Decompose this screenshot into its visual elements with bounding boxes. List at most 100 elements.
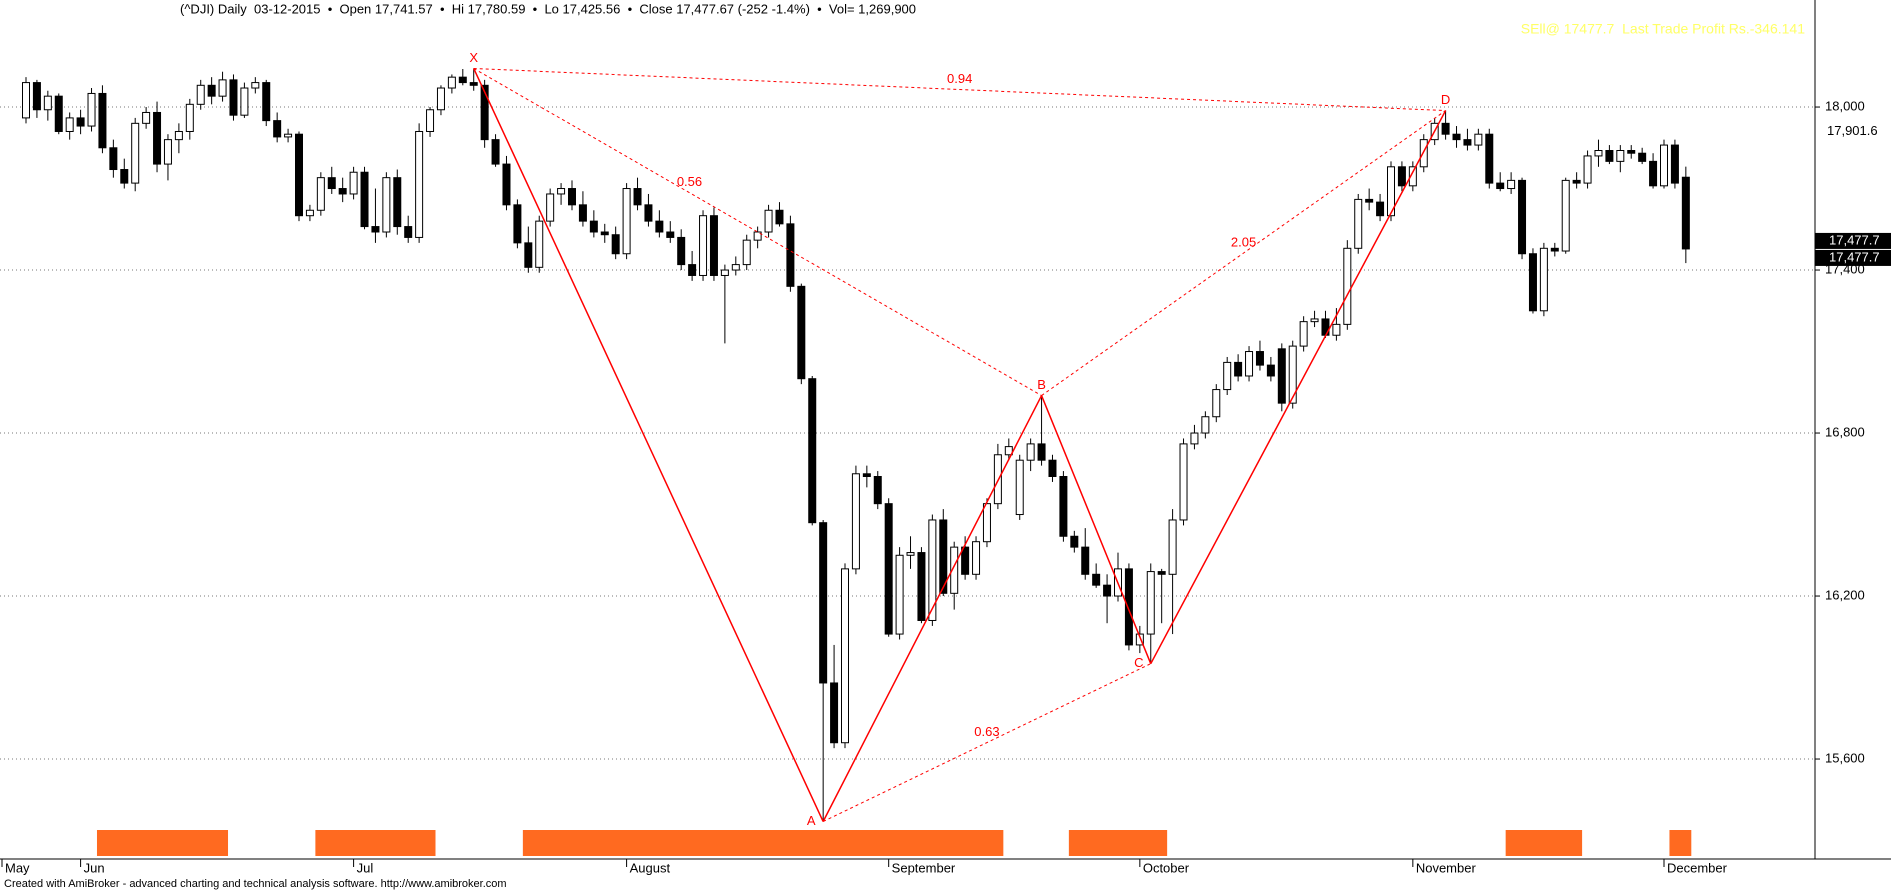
pattern-point-label: B (1037, 377, 1046, 392)
x-tick-label: October (1143, 860, 1190, 875)
candle-body (1397, 166, 1406, 187)
candle-body (819, 522, 828, 684)
pattern-point-label: X (469, 50, 478, 65)
candle-body (972, 541, 981, 575)
candle-body (841, 568, 849, 744)
candle-body (76, 117, 85, 127)
candle-body (851, 473, 860, 570)
candle-body (1146, 571, 1155, 635)
candle-body (633, 188, 642, 206)
candle-body (513, 204, 522, 244)
pattern-leg (1040, 395, 1152, 664)
candle-body (32, 82, 41, 111)
x-tick-label: May (5, 860, 30, 875)
candle-body (742, 239, 751, 266)
pattern-point-label: A (807, 813, 816, 828)
candle-body (1124, 568, 1133, 646)
x-tick-label: December (1667, 860, 1728, 875)
candle-body (458, 76, 467, 84)
candle-body (1343, 247, 1352, 325)
candle-body (961, 546, 970, 575)
candle-body (1539, 247, 1548, 312)
candle-body (1070, 535, 1079, 548)
pattern-ratio-line (1041, 110, 1446, 396)
candle-body (1376, 201, 1385, 217)
candle-body (469, 82, 478, 86)
signal-zone (315, 830, 436, 856)
candle-body (797, 285, 806, 380)
candle-body (1474, 133, 1483, 146)
candle-body (1485, 133, 1494, 184)
candle-body (1616, 150, 1625, 162)
pattern-ratio: 0.94 (947, 71, 972, 86)
candle-body (87, 92, 96, 127)
candle-body (1627, 150, 1636, 154)
pattern-ratio-line (822, 663, 1151, 822)
candle-body (240, 87, 249, 116)
candle-body (1015, 459, 1024, 516)
candle-body (43, 95, 52, 111)
candle-body (1507, 179, 1516, 190)
candle-body (709, 215, 718, 276)
candle-body (939, 519, 948, 594)
candle-body (153, 111, 162, 165)
signal-zone (1669, 830, 1692, 856)
candle-body (207, 84, 216, 97)
candle-body (98, 92, 107, 149)
candle-body (22, 82, 30, 119)
candle-body (1201, 416, 1210, 434)
candle-body (1245, 351, 1254, 377)
price-marker: 17,901.6 (1827, 123, 1878, 138)
candle-body (600, 231, 609, 236)
x-tick-label: August (630, 860, 671, 875)
candle-body (404, 226, 413, 238)
pattern-ratio: 0.56 (677, 174, 702, 189)
candle-body (1387, 166, 1395, 217)
candle-body (928, 519, 937, 621)
candle-body (131, 122, 140, 184)
candle-body (895, 554, 904, 635)
trade-annotation: SEll@ 17477.7 Last Trade Profit Rs.-346.… (1521, 21, 1805, 37)
candle-body (1365, 198, 1374, 203)
candle-body (109, 147, 118, 171)
candle-body (688, 264, 697, 276)
candle-body (1660, 144, 1668, 187)
candle-body (1594, 150, 1603, 157)
candle-body (666, 231, 675, 238)
candle-body (950, 546, 959, 594)
candle-body (1463, 139, 1472, 146)
x-tick-label: Jun (84, 860, 105, 875)
candle-body (1037, 443, 1046, 461)
candle-body (447, 76, 456, 89)
footer: Created with AmiBroker - advanced charti… (4, 878, 507, 890)
candle-body (1583, 155, 1592, 184)
pattern-leg (473, 68, 824, 822)
candle-body (982, 503, 991, 543)
signal-zone (1068, 830, 1168, 856)
candle-body (371, 226, 380, 233)
signal-zone (522, 830, 1004, 856)
candle-body (382, 177, 391, 233)
candle-body (1081, 546, 1090, 575)
x-tick-label: September (892, 860, 956, 875)
candle-body (163, 139, 172, 165)
pattern-point-label: C (1134, 655, 1143, 670)
candle-body (1234, 361, 1243, 377)
candle-body (808, 378, 817, 524)
candle-body (1572, 179, 1581, 184)
candle-body (327, 177, 336, 190)
candle-body (622, 188, 631, 255)
candle-body (1638, 152, 1647, 162)
candle-body (731, 264, 740, 271)
candle-body (589, 220, 598, 233)
candle-body (1157, 571, 1166, 575)
candle-body (557, 188, 566, 195)
x-tick-label: November (1416, 860, 1477, 875)
candle-body (830, 682, 839, 744)
candle-body (480, 84, 489, 141)
candle-body (218, 79, 227, 97)
candle-body (644, 204, 653, 222)
